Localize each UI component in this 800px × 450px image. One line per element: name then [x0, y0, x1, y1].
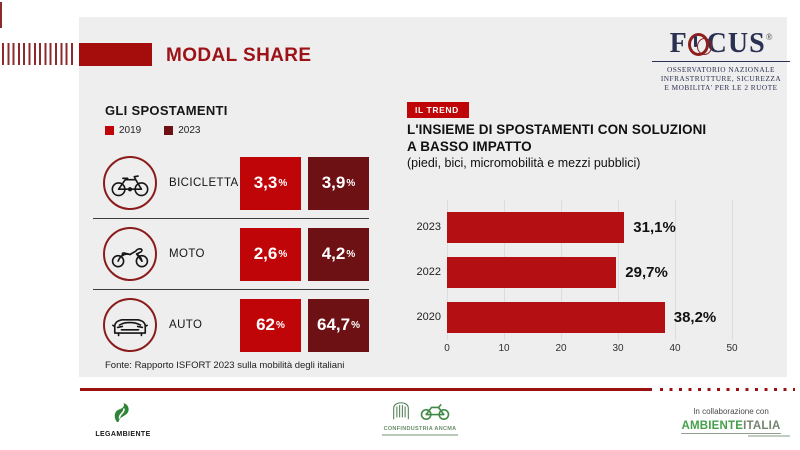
focus-logo-word: F CUS®	[669, 28, 773, 59]
value-box-2019: 3,3%	[240, 156, 301, 210]
collaboration-block: In collaborazione con AMBIENTEITALIA	[672, 407, 790, 437]
x-tick-label: 0	[444, 343, 450, 354]
x-tick-label: 20	[555, 343, 567, 354]
category-label: 2022	[416, 266, 441, 278]
car-icon	[103, 298, 157, 352]
bicycle-icon	[103, 156, 157, 210]
swan-icon	[114, 403, 129, 422]
mode-label: AUTO	[169, 319, 203, 331]
value-box-2023: 3,9%	[308, 156, 369, 210]
barcode-pattern	[2, 43, 76, 65]
page-title: MODAL SHARE	[166, 45, 312, 66]
collaboration-text: In collaborazione con	[693, 407, 769, 416]
legambiente-label: LEGAMBIENTE	[95, 431, 151, 438]
value-label: 31,1%	[633, 219, 676, 236]
table-row-bicicletta: BICICLETTA 3,3% 3,9%	[93, 148, 369, 218]
value-label: 29,7%	[625, 264, 668, 281]
category-label: 2020	[416, 311, 441, 323]
bar-2022	[447, 257, 617, 288]
legend-item-2023: 2023	[164, 125, 201, 136]
source-note: Fonte: Rapporto ISFORT 2023 sulla mobili…	[105, 360, 345, 371]
bar-2023	[447, 212, 625, 243]
legend-item-2019: 2019	[105, 125, 141, 136]
grid-line	[732, 200, 733, 340]
registered-mark: ®	[765, 32, 773, 42]
focus-logo-caption: OSSERVATORIO NAZIONALE INFRASTRUTTURE, S…	[652, 61, 790, 92]
ambienteitalia-logo: AMBIENTEITALIA	[681, 420, 781, 434]
ancma-bike-icon	[420, 404, 450, 421]
trend-badge: IL TREND	[407, 102, 469, 118]
trend-subtitle: (piedi, bici, micromobilità e mezzi pubb…	[407, 156, 641, 170]
x-tick-label: 40	[669, 343, 681, 354]
confindustria-label: CONFINDUSTRIA ANCMA	[383, 426, 457, 432]
grid-line	[675, 200, 676, 340]
focus-logo: F CUS® OSSERVATORIO NAZIONALE INFRASTRUTT…	[652, 22, 790, 92]
confindustria-eagle-icon	[393, 402, 409, 420]
table-row-auto: AUTO 62% 64,7%	[93, 289, 369, 360]
corner-accent-bar	[0, 2, 2, 28]
mode-label: MOTO	[169, 248, 205, 260]
motorcycle-icon	[103, 227, 157, 281]
table-row-moto: MOTO 2,6% 4,2%	[93, 218, 369, 289]
bar-2020	[447, 302, 665, 333]
modal-share-table: BICICLETTA 3,3% 3,9% MOTO 2,6% 4,2%	[93, 148, 369, 360]
legend: 2019 2023	[105, 125, 201, 136]
footer-divider-dotted	[660, 388, 795, 391]
legend-swatch-2023	[164, 126, 174, 135]
value-box-2023: 64,7%	[308, 298, 369, 352]
legend-label-2023: 2023	[178, 125, 201, 136]
value-box-2023: 4,2%	[308, 227, 369, 281]
legambiente-logo: LEGAMBIENTE	[88, 401, 158, 438]
footer-divider-solid	[80, 388, 652, 391]
trend-title: L'INSIEME DI SPOSTAMENTI CON SOLUZIONI A…	[407, 122, 707, 154]
category-label: 2023	[416, 221, 441, 233]
content-card	[79, 17, 787, 377]
value-box-2019: 2,6%	[240, 227, 301, 281]
mode-label: BICICLETTA	[169, 177, 239, 189]
legend-label-2019: 2019	[119, 125, 142, 136]
section-heading-spostamenti: GLI SPOSTAMENTI	[105, 103, 228, 118]
ambienteitalia-tagline	[748, 435, 790, 437]
confindustria-tagline	[382, 434, 458, 436]
x-tick-label: 50	[726, 343, 738, 354]
x-tick-label: 10	[498, 343, 510, 354]
legend-swatch-2019	[105, 126, 114, 135]
grid-line	[618, 200, 619, 340]
value-box-2019: 62%	[240, 298, 301, 352]
trend-chart-plot: 0 10 20 30 40 50 2023 31,1% 2022 29,7% 2020 38,2%	[407, 200, 790, 368]
magnifier-o-icon	[687, 33, 712, 56]
title-accent-rect	[79, 43, 152, 66]
confindustria-ancma-logo: CONFINDUSTRIA ANCMA	[368, 398, 472, 436]
x-tick-label: 30	[612, 343, 624, 354]
value-label: 38,2%	[673, 309, 717, 326]
